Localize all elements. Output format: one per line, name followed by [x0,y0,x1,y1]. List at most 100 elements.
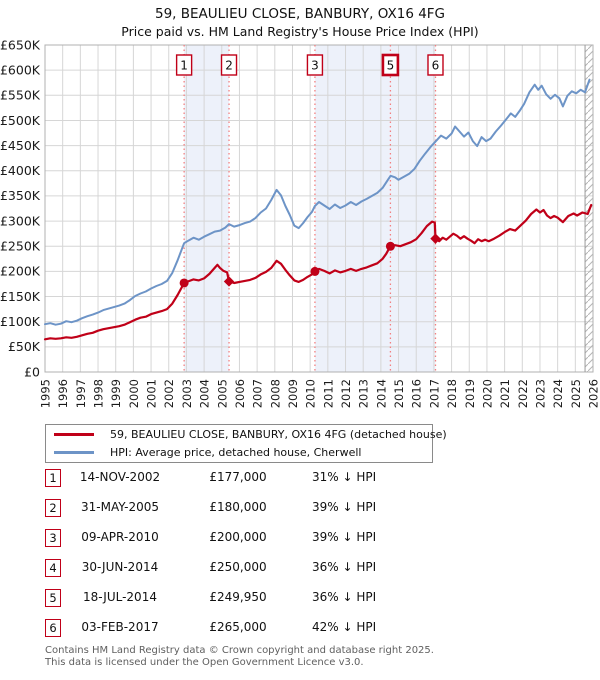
sale-number-label: 3 [311,59,319,73]
sale-marker [223,276,235,287]
legend-label-price: 59, BEAULIEU CLOSE, BANBURY, OX16 4FG (d… [110,428,447,441]
y-tick-label: £550K [0,88,41,103]
x-tick-label: 2022 [516,379,530,408]
x-tick-label: 1997 [74,379,88,408]
x-tick-label: 2026 [587,379,600,408]
y-tick-label: £450K [0,138,41,153]
y-tick-label: £500K [0,113,41,128]
x-tick-label: 2013 [357,379,371,408]
table-row: 2 31-MAY-2005 £180,000 39% ↓ HPI [0,499,600,523]
x-tick-label: 2023 [533,379,547,408]
x-tick-label: 2019 [463,379,477,408]
sale-marker [430,233,441,244]
txn-number-badge: 5 [45,589,61,607]
table-row: 6 03-FEB-2017 £265,000 42% ↓ HPI [0,619,600,643]
x-tick-label: 2003 [180,379,194,408]
txn-date: 14-NOV-2002 [79,470,161,484]
sale-marker [385,241,395,251]
sale-date-lines [183,45,437,372]
sale-number-box [427,54,444,76]
y-tick-label: £250K [0,239,41,254]
sale-number-box [306,54,324,76]
sale-marker [179,278,189,288]
page-title: 59, BEAULIEU CLOSE, BANBURY, OX16 4FG [154,6,446,22]
sale-number-label: 6 [432,59,440,73]
x-tick-label: 2012 [339,379,353,408]
txn-price: £249,950 [209,590,267,604]
x-tick-label: 1995 [39,379,53,408]
txn-price: £265,000 [209,620,267,634]
footer-line-2: This data is licensed under the Open Gov… [45,656,364,668]
txn-price: £177,000 [209,470,267,484]
x-tick-label: 2016 [410,379,424,408]
license-footer: Contains HM Land Registry data © Crown c… [45,645,434,668]
txn-number-badge: 3 [45,529,61,547]
x-tick-label: 2020 [480,379,494,408]
table-row: 4 30-JUN-2014 £250,000 36% ↓ HPI [0,559,600,583]
txn-date: 31-MAY-2005 [80,500,159,514]
txn-number-badge: 4 [45,559,61,577]
y-tick-label: £200K [0,264,41,279]
x-tick-label: 2004 [198,379,212,408]
txn-price: £180,000 [209,500,267,514]
x-tick-label: 2000 [127,379,141,408]
table-row: 3 09-APR-2010 £200,000 39% ↓ HPI [0,529,600,553]
data-series [43,78,593,341]
page-subtitle: Price paid vs. HM Land Registry's House … [121,24,479,39]
txn-hpi-delta: 39% ↓ HPI [312,500,377,514]
sale-number-box [175,54,193,76]
y-axis-labels: £0 £50K £100K £150K £200K £250K £300K £350K £400… [0,37,41,379]
y-tick-label: £0 [24,364,40,379]
price-history-chart: 1 2 3 5 6 £0 £50K £100K £150K £200K £250K £300K £35… [0,37,600,408]
y-tick-label: £600K [0,62,41,77]
sale-number-label: 2 [225,59,233,73]
legend-row-hpi: HPI: Average price, detached house, Cher… [46,445,432,460]
txn-date: 30-JUN-2014 [81,560,159,574]
x-tick-label: 1996 [56,379,70,408]
txn-date: 18-JUL-2014 [83,590,157,604]
txn-price: £200,000 [209,530,267,544]
table-row: 1 14-NOV-2002 £177,000 31% ↓ HPI [0,469,600,493]
txn-hpi-delta: 42% ↓ HPI [312,620,377,634]
sale-number-box [381,53,400,77]
x-axis-labels: 1995 1996 1997 1998 1999 2000 2001 2002 2003 2004… [39,379,600,408]
sale-markers [179,233,441,288]
txn-price: £250,000 [209,560,267,574]
txn-number-badge: 1 [45,469,61,487]
hpi-line-sample [54,451,94,454]
y-tick-label: £350K [0,188,41,203]
txn-hpi-delta: 36% ↓ HPI [312,590,377,604]
x-tick-label: 2006 [233,379,247,408]
x-tick-label: 2008 [268,379,282,408]
x-tick-label: 2010 [304,379,318,408]
txn-date: 03-FEB-2017 [81,620,159,634]
footer-line-1: Contains HM Land Registry data © Crown c… [45,645,434,656]
txn-date: 09-APR-2010 [81,530,159,544]
price-line-sample [54,433,94,436]
price-paid-line [43,203,593,341]
txn-number-badge: 2 [45,499,61,517]
ownership-band [314,45,436,372]
x-tick-label: 2011 [321,379,335,408]
x-tick-label: 2005 [215,379,229,408]
x-tick-label: 2009 [286,379,300,408]
gridlines [44,44,594,373]
sale-number-box [220,54,238,76]
y-tick-label: £650K [0,37,41,52]
x-tick-label: 2018 [445,379,459,408]
x-tick-label: 2007 [251,379,265,408]
legend-row-price: 59, BEAULIEU CLOSE, BANBURY, OX16 4FG (d… [46,427,447,442]
sale-number-label: 5 [387,59,395,73]
x-tick-label: 2021 [498,379,512,408]
x-tick-label: 2001 [145,379,159,408]
txn-hpi-delta: 39% ↓ HPI [312,530,377,544]
x-tick-label: 2014 [374,379,388,408]
sale-number-boxes: 1 2 3 5 6 [175,53,444,77]
x-tick-label: 1998 [92,379,106,408]
x-tick-label: 2017 [427,379,441,408]
chart-legend: 59, BEAULIEU CLOSE, BANBURY, OX16 4FG (d… [45,424,447,463]
ownership-band [184,45,230,372]
txn-hpi-delta: 36% ↓ HPI [312,560,377,574]
y-tick-label: £300K [0,213,41,228]
y-tick-label: £50K [8,339,41,354]
